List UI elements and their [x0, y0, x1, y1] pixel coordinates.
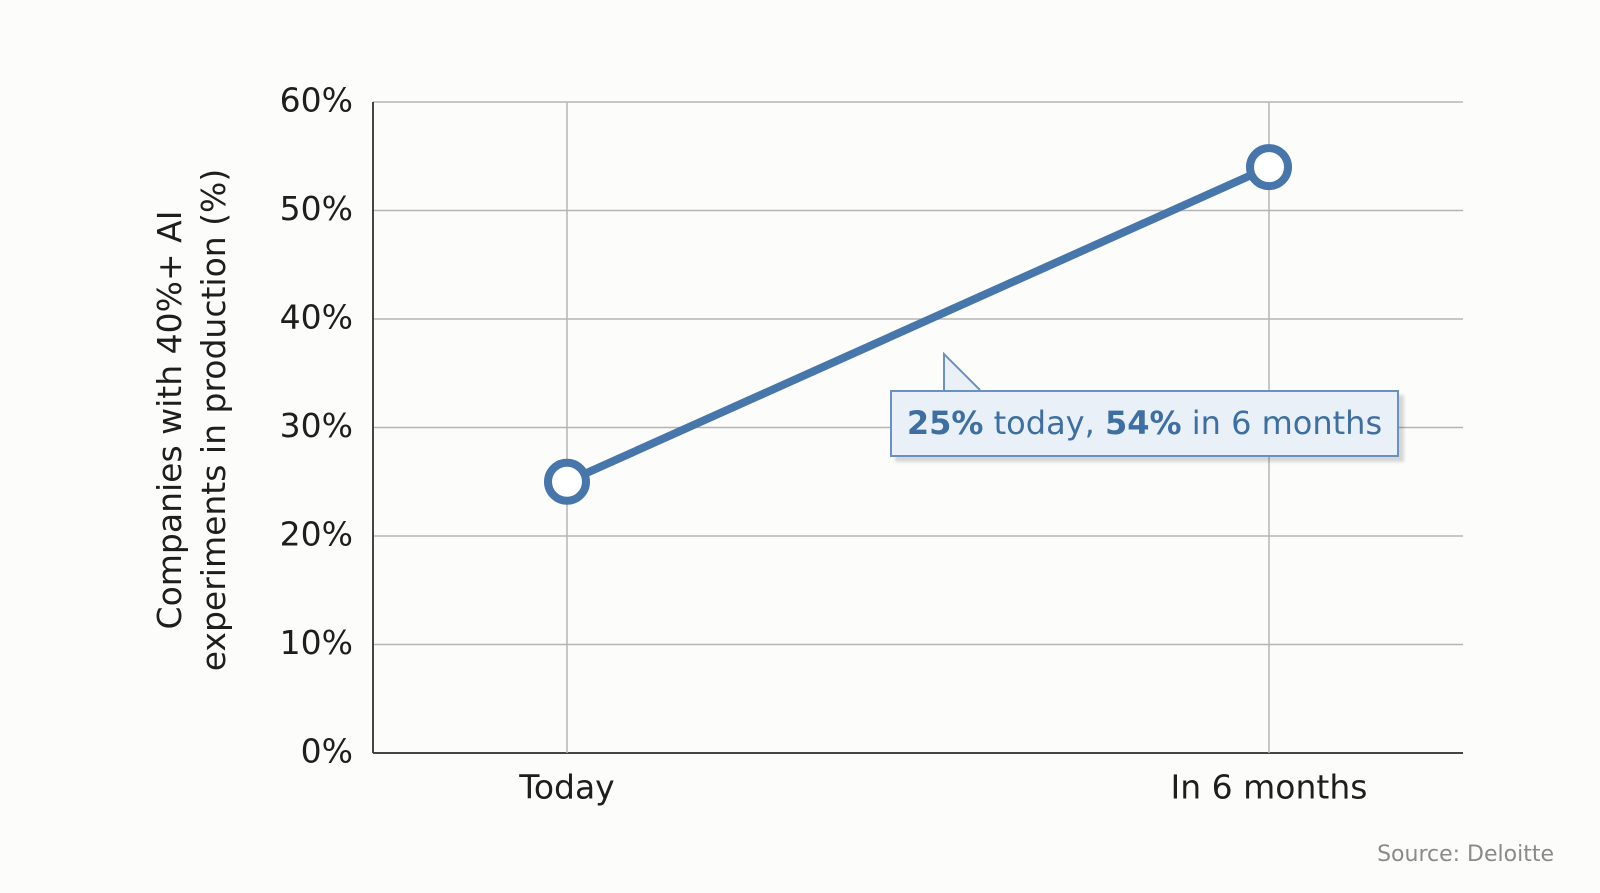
- y-tick-label: 50%: [280, 189, 353, 228]
- annotation-value: 25%: [906, 404, 984, 442]
- y-tick-label: 30%: [280, 406, 353, 445]
- data-line: [563, 163, 1273, 486]
- y-tick-label: 10%: [280, 623, 353, 662]
- y-tick-label: 0%: [301, 732, 353, 771]
- y-tick-label: 60%: [280, 81, 353, 120]
- y-axis-label: Companies with 40%+ AI experiments in pr…: [150, 168, 233, 672]
- data-point: [1246, 144, 1292, 191]
- annotation-value: 54%: [1104, 404, 1182, 442]
- y-tick-label: 20%: [280, 515, 353, 554]
- data-point: [544, 458, 590, 505]
- annotation-text: in 6 months: [1191, 404, 1383, 442]
- x-tick-label: In 6 months: [1171, 768, 1368, 807]
- annotation-pointer: [943, 351, 981, 391]
- pointer-edge: [943, 351, 981, 391]
- source: Source: Deloitte: [1377, 842, 1554, 867]
- y-tick-label: 40%: [280, 298, 353, 337]
- x-tick-label: Today: [518, 768, 614, 807]
- annotation-text: today,: [993, 404, 1095, 442]
- annotation: 25% today, 54% in 6 months: [890, 390, 1399, 457]
